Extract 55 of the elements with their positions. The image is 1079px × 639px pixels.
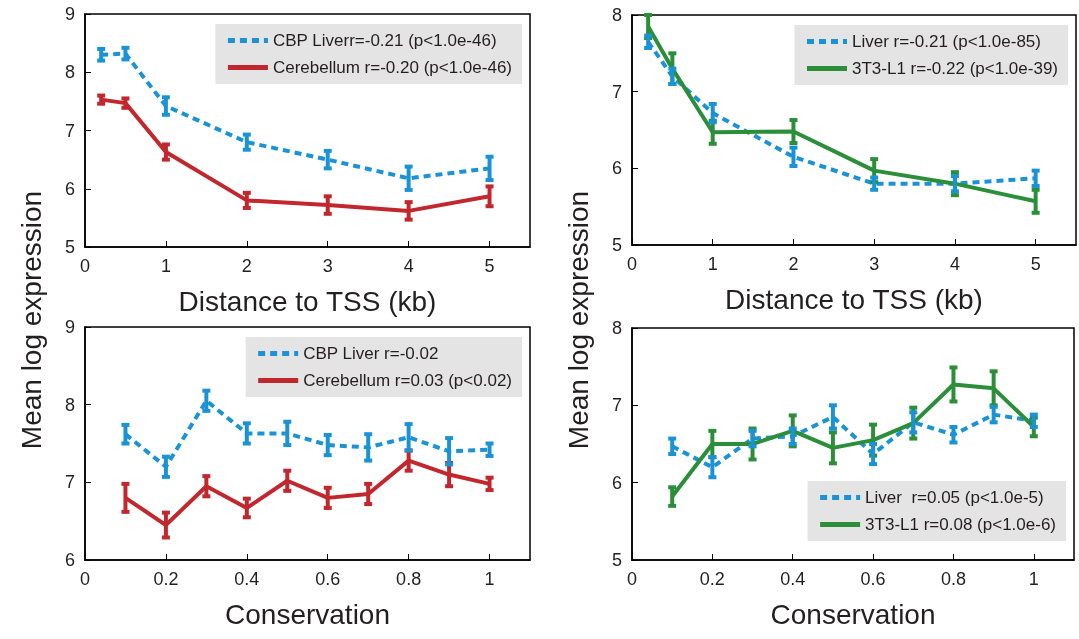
x-tick-label: 2 — [241, 256, 252, 276]
y-tick-label: 5 — [611, 550, 622, 570]
y-tick-label: 6 — [64, 178, 75, 199]
x-tick-label: 0.8 — [940, 569, 966, 589]
y-tick-label: 7 — [611, 395, 622, 416]
y-tick-label: 5 — [64, 237, 75, 257]
y-tick-label: 9 — [64, 4, 75, 24]
x-tick-label: 0.8 — [396, 569, 422, 589]
x-tick-label: 4 — [403, 256, 414, 276]
y-tick-label: 6 — [611, 158, 622, 179]
x-axis-title: Conservation — [770, 598, 936, 630]
x-tick-label: 0.4 — [780, 569, 806, 589]
x-axis-title: Conservation — [225, 598, 390, 630]
x-tick-label: 5 — [484, 256, 495, 276]
x-axis-title: Distance to TSS (kb) — [725, 283, 983, 315]
legend-label: Cerebellum r=-0.20 (p<1.0e-46) — [272, 58, 513, 77]
y-tick-label: 5 — [611, 235, 622, 255]
x-tick-label: 1 — [484, 569, 495, 589]
x-tick-label: 3 — [869, 254, 880, 274]
y-axis-title: Mean log expression — [563, 190, 595, 450]
x-tick-label: 0.6 — [860, 569, 886, 589]
x-tick-label: 0.2 — [153, 569, 179, 589]
x-tick-label: 0 — [626, 569, 638, 589]
y-tick-label: 6 — [64, 550, 75, 570]
y-tick-label: 6 — [611, 472, 622, 493]
y-tick-label: 7 — [64, 120, 75, 141]
x-tick-label: 1 — [1028, 569, 1039, 589]
y-tick-label: 7 — [64, 472, 75, 493]
x-tick-label: 3 — [322, 256, 333, 276]
legend-label: 3T3-L1 r=0.08 (p<1.0e-6) — [865, 515, 1057, 534]
x-tick-label: 0 — [79, 569, 91, 589]
x-tick-label: 2 — [788, 254, 799, 274]
x-axis-title: Distance to TSS (kb) — [178, 285, 437, 317]
x-tick-label: 5 — [1030, 254, 1041, 274]
y-axis-title: Mean log expression — [16, 190, 48, 450]
x-tick-label: 0.4 — [234, 569, 260, 589]
y-tick-label: 8 — [64, 394, 75, 415]
legend-label: CBP Liverr=-0.21 (p<1.0e-46) — [272, 31, 497, 50]
y-tick-label: 8 — [611, 318, 622, 338]
legend-label: Liver r=-0.21 (p<1.0e-85) — [851, 32, 1041, 51]
x-tick-label: 1 — [160, 256, 171, 276]
y-tick-label: 8 — [64, 62, 75, 83]
y-tick-label: 7 — [611, 81, 622, 102]
legend-label: Liver r=0.05 (p<1.0e-5) — [865, 488, 1044, 507]
x-tick-label: 0 — [626, 254, 638, 274]
x-tick-label: 0 — [79, 256, 91, 276]
legend-label: Cerebellum r=0.03 (p<0.02) — [303, 371, 512, 390]
x-tick-label: 1 — [707, 254, 718, 274]
legend-label: CBP Liver r=-0.02 — [303, 344, 439, 363]
x-tick-label: 0.6 — [315, 569, 341, 589]
legend-label: 3T3-L1 r=-0.22 (p<1.0e-39) — [851, 59, 1059, 78]
x-tick-label: 4 — [949, 254, 960, 274]
x-tick-label: 0.2 — [699, 569, 725, 589]
y-tick-label: 8 — [611, 5, 622, 25]
y-tick-label: 9 — [64, 317, 75, 337]
